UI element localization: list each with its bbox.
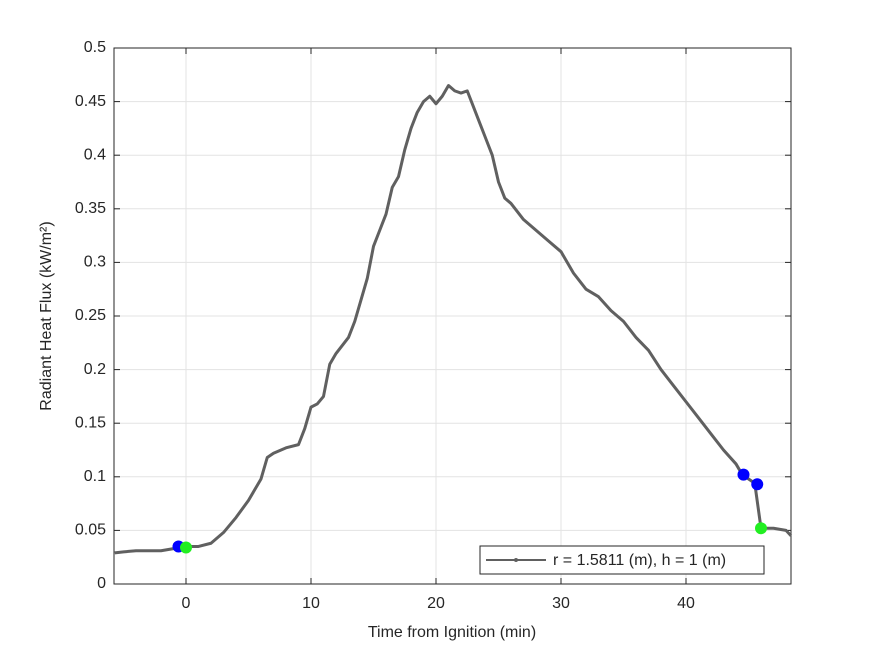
data-point <box>751 478 764 491</box>
y-tick-label: 0.15 <box>75 414 106 431</box>
legend-label: r = 1.5811 (m), h = 1 (m) <box>553 552 726 569</box>
x-tick-label: 10 <box>302 595 320 612</box>
data-point <box>180 541 192 554</box>
y-tick-label: 0.25 <box>75 307 106 324</box>
y-tick-label: 0.2 <box>84 361 106 378</box>
x-axis-label: Time from Ignition (min) <box>368 624 536 641</box>
data-point <box>755 522 767 535</box>
data-point <box>737 468 750 481</box>
x-tick-label: 40 <box>677 595 695 612</box>
axes-box <box>113 47 792 585</box>
x-tick-label: 20 <box>427 595 445 612</box>
x-tick-label: 30 <box>552 595 570 612</box>
y-tick-label: 0.45 <box>75 93 106 110</box>
data-line <box>114 84 793 555</box>
y-tick-label: 0 <box>97 575 106 592</box>
y-axis-label: Radiant Heat Flux (kW/m²) <box>38 221 55 410</box>
y-tick-label: 0.3 <box>84 254 106 271</box>
y-tick-label: 0.4 <box>84 146 106 163</box>
y-tick-label: 0.05 <box>75 522 106 539</box>
y-tick-label: 0.35 <box>75 200 106 217</box>
y-tick-label: 0.5 <box>84 39 106 56</box>
y-tick-label: 0.1 <box>84 468 106 485</box>
x-tick-label: 0 <box>182 595 191 612</box>
legend-marker <box>514 558 518 562</box>
